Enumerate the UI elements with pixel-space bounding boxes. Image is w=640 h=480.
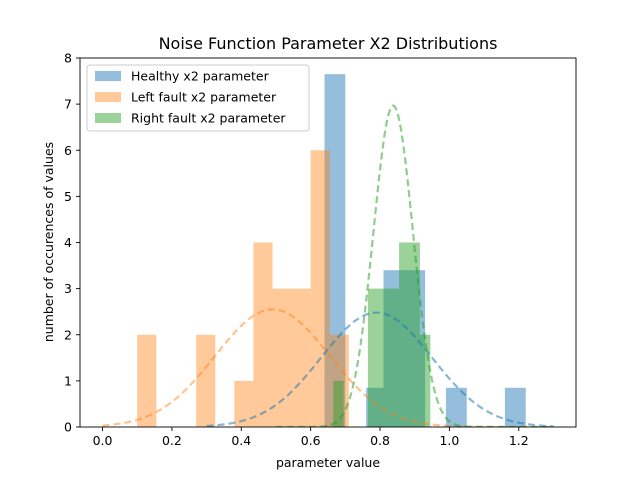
chart-title: Noise Function Parameter X2 Distribution… xyxy=(159,34,498,53)
bar-series-1-bin-4 xyxy=(272,288,292,428)
x-tick-label: 0.6 xyxy=(301,433,321,448)
bar-series-0-bin-1 xyxy=(366,387,384,427)
y-tick-label: 1 xyxy=(64,373,72,388)
x-tick-label: 0.0 xyxy=(93,433,113,448)
y-tick-label: 6 xyxy=(64,143,72,158)
legend-swatch-0 xyxy=(95,71,121,81)
x-axis: 0.0 0.2 0.4 0.6 0.8 1.0 1.2 xyxy=(93,427,529,448)
bar-series-2-bin-6 xyxy=(419,334,431,427)
legend-swatch-2 xyxy=(95,113,121,123)
histogram-bars xyxy=(137,74,526,428)
y-tick-label: 5 xyxy=(64,189,72,204)
bar-series-1-bin-1 xyxy=(196,334,216,427)
legend-label-2: Right fault x2 parameter xyxy=(131,111,286,126)
x-tick-label: 0.2 xyxy=(162,433,182,448)
y-tick-label: 2 xyxy=(64,327,72,342)
bar-series-2-bin-2 xyxy=(378,288,389,428)
bar-series-2-bin-1 xyxy=(367,288,379,428)
bar-series-2-bin-4 xyxy=(399,242,410,427)
y-tick-label: 0 xyxy=(64,420,72,435)
y-tick-label: 4 xyxy=(64,235,72,250)
y-tick-label: 3 xyxy=(64,281,72,296)
x-tick-label: 1.0 xyxy=(439,433,459,448)
y-axis: 0 1 2 3 4 5 6 7 8 xyxy=(64,51,80,435)
bar-series-2-bin-3 xyxy=(388,288,400,428)
bar-series-1-bin-7 xyxy=(329,334,349,427)
bar-series-1-bin-2 xyxy=(234,380,254,428)
x-tick-label: 1.2 xyxy=(509,433,529,448)
bar-series-1-bin-3 xyxy=(253,242,273,427)
legend-label-0: Healthy x2 parameter xyxy=(131,69,270,84)
bar-series-0-bin-2 xyxy=(383,270,405,427)
bar-series-1-bin-6 xyxy=(310,150,330,427)
legend-box xyxy=(86,64,310,132)
legend-label-1: Left fault x2 parameter xyxy=(131,90,277,105)
y-tick-label: 7 xyxy=(64,97,72,112)
bar-series-2-bin-0 xyxy=(333,380,344,428)
legend: Healthy x2 parameter Left fault x2 parame… xyxy=(86,64,310,132)
curve-series-2 xyxy=(275,104,554,427)
x-tick-label: 0.4 xyxy=(231,433,251,448)
bar-series-1-bin-5 xyxy=(291,288,311,428)
y-axis-label: number of occurences of values xyxy=(41,142,56,342)
bar-series-0-bin-4 xyxy=(445,387,467,427)
bar-series-0-bin-0 xyxy=(324,74,346,427)
bar-series-0-bin-5 xyxy=(504,387,526,427)
y-tick-label: 8 xyxy=(64,51,72,66)
x-axis-label: parameter value xyxy=(276,455,380,470)
x-tick-label: 0.8 xyxy=(370,433,390,448)
curve-series-0 xyxy=(206,311,554,427)
bar-series-2-bin-5 xyxy=(409,242,420,427)
legend-swatch-1 xyxy=(95,92,121,102)
bar-series-1-bin-0 xyxy=(137,334,157,427)
bar-series-0-bin-3 xyxy=(404,270,426,427)
